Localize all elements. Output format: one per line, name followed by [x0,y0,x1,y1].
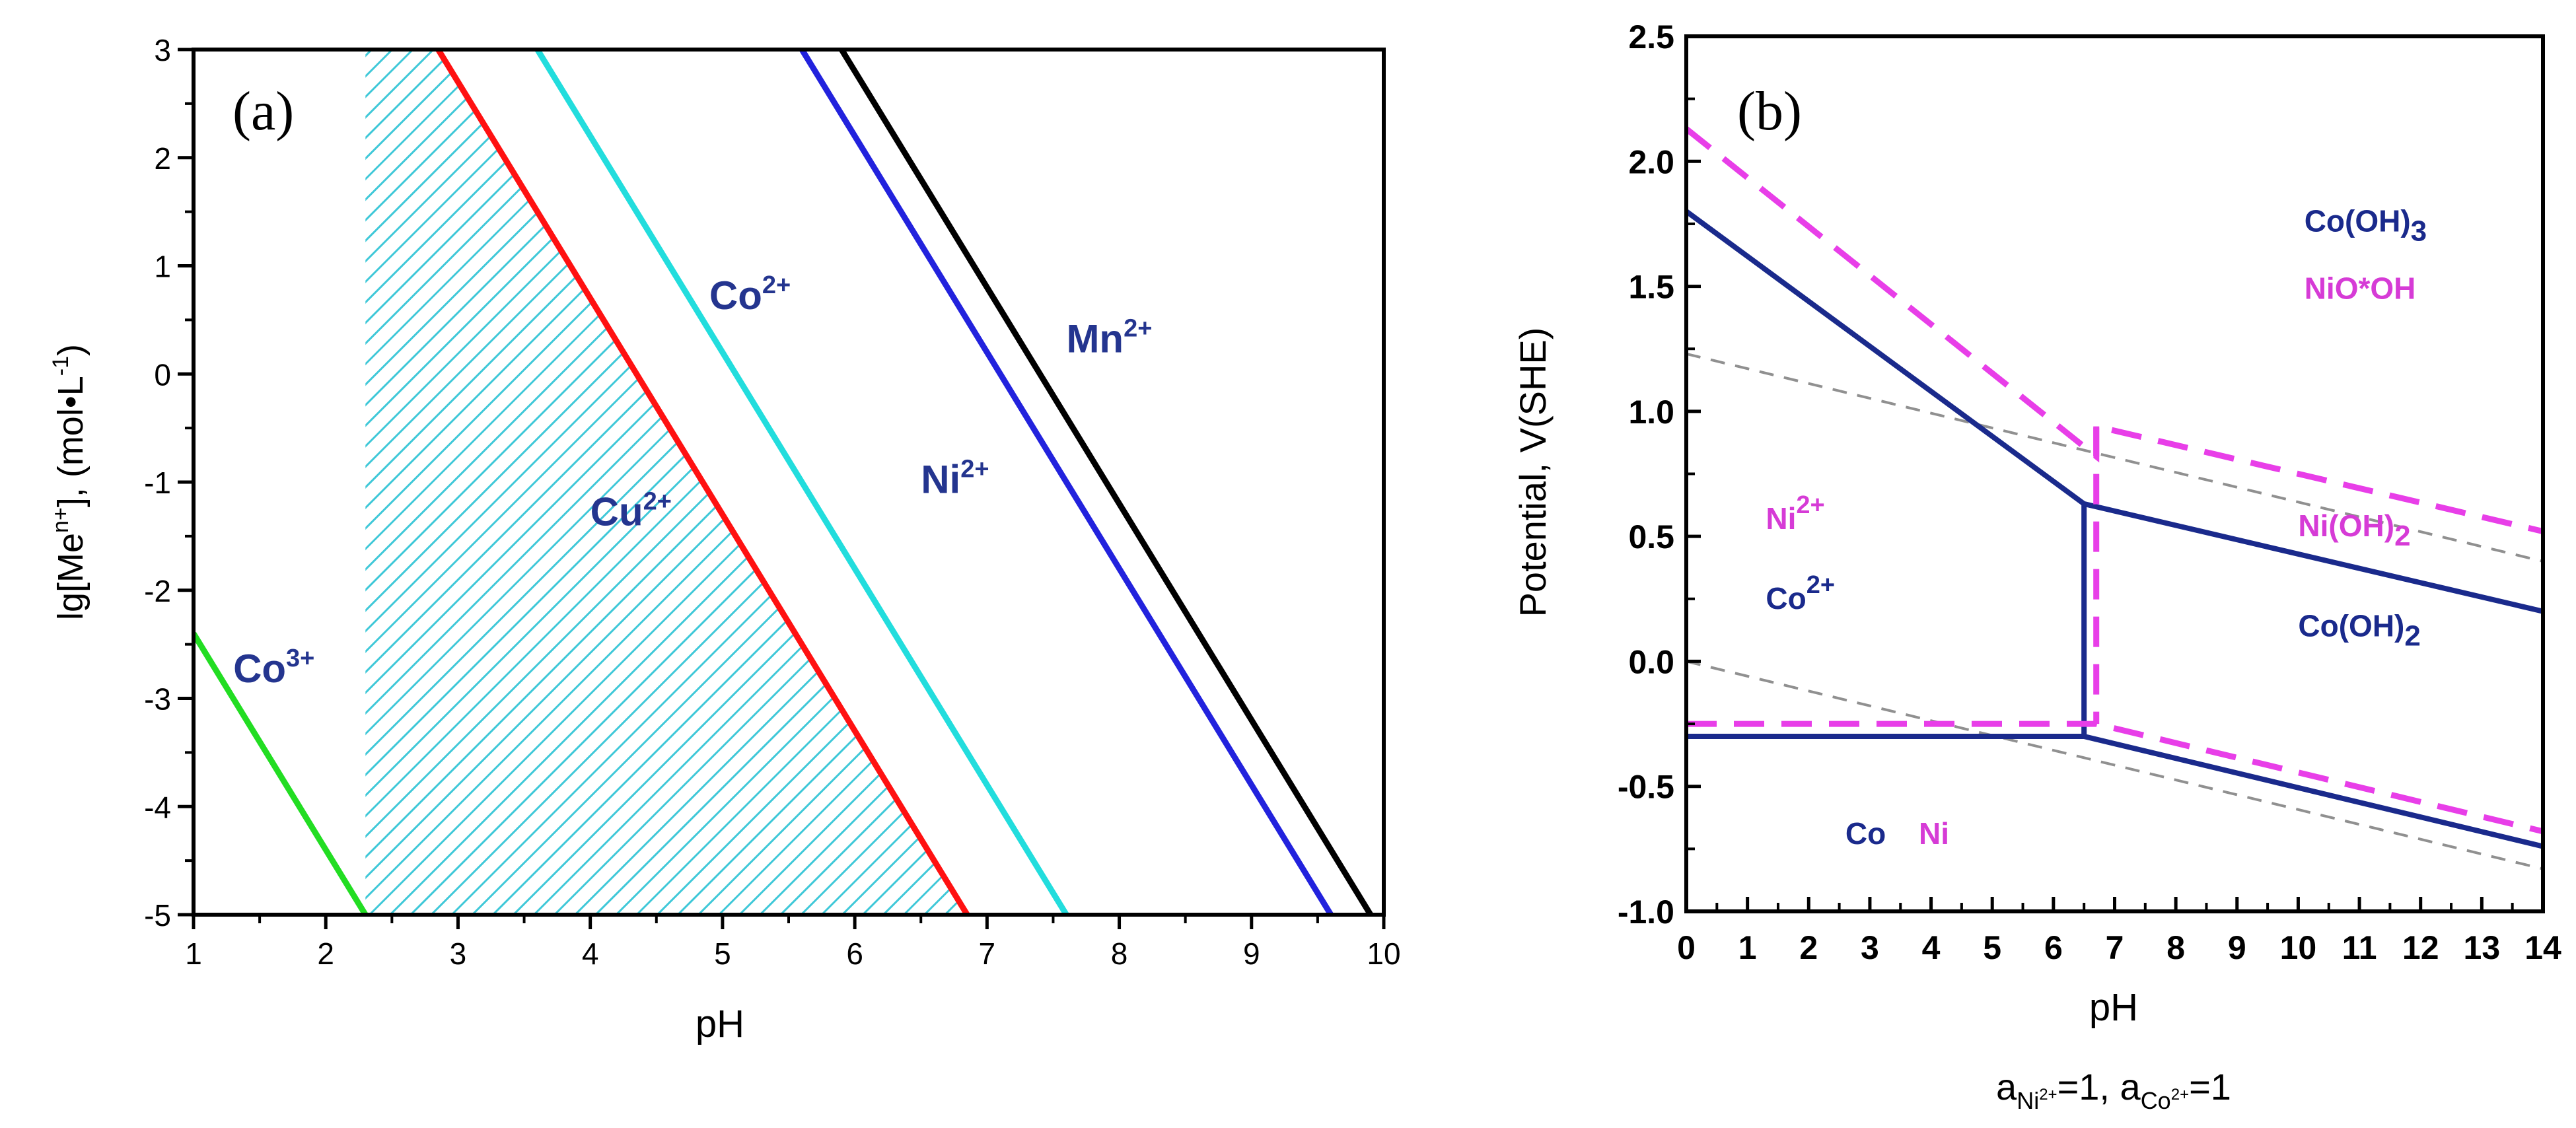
panel-label: (a) [233,81,294,142]
series-line-Cu2plus [435,50,970,915]
series-label-Cu2plus: Cu2+ [590,488,672,534]
x-tick-label: 14 [2524,929,2561,966]
y-tick-label: -1.0 [1618,894,1674,931]
axis-ticks: 0 1 2 3 4 5 6 7 8 9 10 11 12 13 14-1.0-0.50.00.51.01.5… [1618,18,2561,966]
x-tick-label: 6 [846,936,863,971]
x-tick-label: 2 [317,936,334,971]
x-tick-label: 9 [2228,929,2246,966]
x-tick-label: 12 [2402,929,2439,966]
boundary-co-lower-boundary [1686,734,2543,849]
y-axis-label: lg[Men+], (mol•L-1) [48,344,90,620]
x-axis-label: pH [2089,986,2138,1029]
series-labels: Co3+ Cu2+ Co2+ Ni2+ Mn2+ [233,271,1152,691]
y-tick-label: -5 [144,898,171,933]
series-label-Mn2plus: Mn2+ [1066,315,1152,361]
x-tick-label: 4 [1922,929,1941,966]
series-lines [194,50,1373,915]
series-lines [1686,126,2543,870]
boundary-ni-lower-boundary [1686,721,2543,835]
y-tick-label: 0.0 [1628,643,1674,680]
plot-frame [1684,34,2545,913]
x-tick-label: 1 [1738,929,1757,966]
y-tick-label: 2 [154,141,171,176]
y-tick-label: 1.0 [1628,394,1674,431]
boundary-ni-upper-boundary [1686,126,2543,534]
y-tick-label: -4 [144,790,171,824]
x-tick-label: 5 [1983,929,2001,966]
x-tick-label: 4 [582,936,599,971]
region-label: Ni(OH)2 [2298,509,2410,552]
series-label-Co3plus: Co3+ [233,645,314,691]
x-tick-label: 0 [1677,929,1696,966]
y-tick-label: -2 [144,574,171,608]
y-tick-label: -1 [144,466,171,500]
y-tick-label: 1.5 [1628,269,1674,306]
region-label: Co [1845,816,1886,851]
x-tick-label: 13 [2464,929,2501,966]
x-tick-label: 6 [2044,929,2063,966]
panel-b: 0 1 2 3 4 5 6 7 8 9 10 11 12 13 14-1.0-0.50.00.51.01.5… [1512,18,2561,1114]
y-tick-label: 2.5 [1628,18,1674,55]
series-line-Ni2plus [799,50,1334,915]
x-tick-label: 11 [2342,929,2377,966]
panel-a: 1 2 3 4 5 6 7 8 9 10 -5 -4 -3 -2 -1 0 1 2 3 Co3+ Cu2+ Co2+ Ni… [48,33,1401,1045]
shaded-region [365,50,968,915]
region-label: NiO*OH [2305,271,2416,306]
region-label: Co(OH)3 [2305,203,2427,247]
hatched-region [365,50,968,915]
region-labels: Co(OH)3 NiO*OH Ni2+ Co2+ Ni(OH)2 Co(OH)2 Co Ni [1766,203,2427,851]
series-line-Mn2plus [839,50,1373,915]
y-tick-label: 1 [154,250,171,284]
y-tick-label: 0.5 [1628,518,1674,555]
x-tick-label: 2 [1799,929,1818,966]
y-tick-label: -0.5 [1618,769,1674,806]
axis-ticks: 1 2 3 4 5 6 7 8 9 10 -5 -4 -3 -2 -1 0 1 2 3 [144,33,1400,971]
region-label: Ni2+ [1766,491,1824,536]
y-tick-label: 2.0 [1628,143,1674,180]
x-tick-label: 10 [2280,929,2317,966]
x-tick-label: 10 [1367,936,1400,971]
x-tick-label: 9 [1243,936,1260,971]
boundary-h2-line [1686,660,2543,870]
series-label-Ni2plus: Ni2+ [921,455,989,501]
x-tick-label: 7 [2106,929,2124,966]
y-axis-label: Potential, V(SHE) [1512,328,1554,617]
x-axis-label: pH [696,1003,744,1045]
x-tick-label: 3 [1861,929,1879,966]
region-label: Co(OH)2 [2298,609,2420,652]
y-tick-label: 0 [154,357,171,392]
x-tick-label: 3 [450,936,467,971]
panel-label: (b) [1737,81,1802,142]
x-tick-label: 1 [185,936,202,971]
series-line-Co2plus [534,50,1069,915]
series-line-Co3plus [194,631,369,915]
y-tick-label: -3 [144,682,171,717]
x-tick-label: 7 [979,936,996,971]
series-label-Co2plus: Co2+ [709,271,791,318]
y-tick-label: 3 [154,33,171,67]
x-tick-label: 8 [2166,929,2185,966]
boundary-o2-line [1686,352,2543,563]
region-label: Ni [1919,816,1949,851]
region-label: Co2+ [1766,571,1835,616]
x-tick-label: 8 [1111,936,1128,971]
x-tick-label: 5 [714,936,731,971]
activity-footnote: aNi2+=1, aCo2+=1 [1996,1066,2231,1114]
